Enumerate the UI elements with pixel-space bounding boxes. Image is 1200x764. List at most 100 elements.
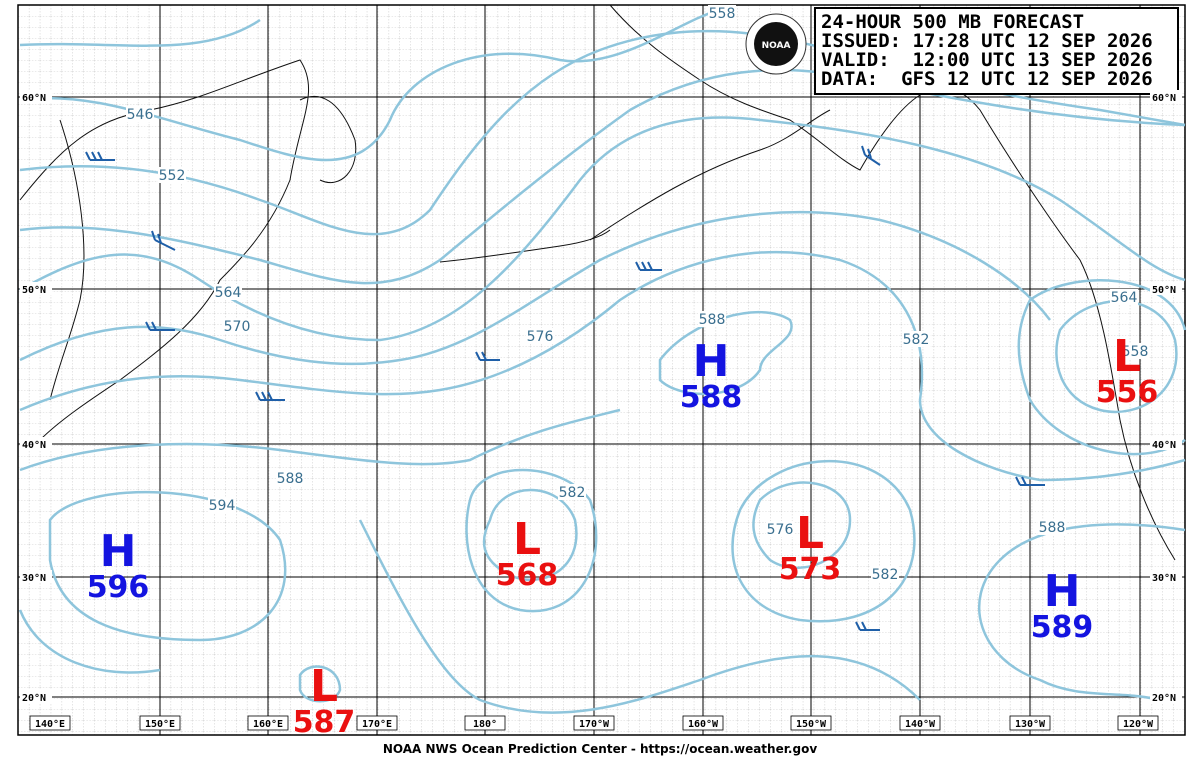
center-value: 568 [496,558,559,593]
latitude-label: 30°N [22,573,46,584]
map-frame [17,4,1186,736]
lat-label-bg [1150,437,1182,450]
lat-label-bg [20,437,52,450]
header-line: DATA: GFS 12 UTC 12 SEP 2026 [821,68,1153,90]
center-value: 573 [779,552,842,587]
lat-label-bg [20,570,52,583]
contour-label: 588 [277,471,304,487]
lon-label-bg [356,715,398,731]
footer: NOAA NWS Ocean Prediction Center - https… [383,742,817,756]
contour-label-bg [126,106,154,122]
center-value: 588 [680,380,743,415]
center-letter: L [513,514,541,565]
header-line: ISSUED: 17:28 UTC 12 SEP 2026 [821,30,1153,52]
lat-label-bg [20,282,52,295]
longitude-label: 140°W [905,719,936,730]
contour-label: 558 [709,6,736,22]
center-letter: L [796,508,824,559]
contour-label: 576 [527,329,554,345]
longitude-label: 140°E [35,719,65,730]
lat-label-bg [1150,570,1182,583]
contour-label: 588 [1039,520,1066,536]
latitude-label: 40°N [1152,440,1176,451]
lon-label-bg [1117,715,1159,731]
contour-label-bg [1121,343,1149,359]
lon-label-bg [682,715,724,731]
lon-label-bg [1009,715,1051,731]
latitude-label: 20°N [1152,693,1176,704]
contour-label-bg [698,311,726,327]
contour-label-bg [766,521,794,537]
header-line: VALID: 12:00 UTC 13 SEP 2026 [821,49,1153,71]
latitude-label: 50°N [22,285,46,296]
lat-label-bg [20,690,52,703]
wind-barbs [85,145,1045,631]
contour-label-bg [223,318,251,334]
contour-label-bg [558,484,586,500]
header-panel [814,7,1179,95]
latitude-label: 60°N [22,93,46,104]
header-box: NOAA [745,7,1179,95]
center-letter: H [100,526,137,577]
contour-label-bg [1038,519,1066,535]
contour-label: 564 [1111,290,1138,306]
longitude-label: 170°W [579,719,610,730]
contour-label: 582 [872,567,899,583]
contour-label-bg [214,284,242,300]
contour-label-bg [526,328,554,344]
lon-label-bg [464,715,506,731]
contour-label: 570 [224,319,251,335]
contour-label-bg [276,470,304,486]
lat-label-bg [20,90,52,103]
longitude-label: 170°E [362,719,392,730]
lat-label-bg [1150,90,1182,103]
header-line: 24-HOUR 500 MB FORECAST [821,11,1084,33]
contour-label: 558 [1122,344,1149,360]
contour-label: 582 [559,485,586,501]
lon-label-bg [573,715,615,731]
contour-label: 564 [215,285,242,301]
center-letter: L [310,661,338,712]
lat-label-bg [1150,690,1182,703]
latitude-label: 50°N [1152,285,1176,296]
center-value: 589 [1031,610,1094,645]
lon-label-bg [139,715,181,731]
contour-label: 546 [127,107,154,123]
contour-label: 576 [767,522,794,538]
longitude-label: 180° [473,719,497,730]
lon-label-bg [247,715,289,731]
latitude-label: 40°N [22,440,46,451]
contour-label-bg [1110,289,1138,305]
longitude-label: 150°W [796,719,827,730]
center-letter: H [693,336,730,387]
latitude-label: 30°N [1152,573,1176,584]
contour-label: 594 [209,498,236,514]
center-letter: L [1113,331,1141,382]
contour-label: 582 [903,332,930,348]
lat-label-bg [1150,282,1182,295]
center-value: 556 [1096,375,1159,410]
contour-label-bg [708,5,736,21]
longitude-label: 130°W [1015,719,1046,730]
center-value: 587 [293,705,356,740]
longitude-label: 120°W [1123,719,1154,730]
longitude-label: 160°E [253,719,283,730]
longitude-label: 150°E [145,719,175,730]
longitude-label: 160°W [688,719,719,730]
contour-label-bg [902,331,930,347]
contour-label-bg [208,497,236,513]
contour-label-bg [871,566,899,582]
lon-label-bg [899,715,941,731]
contour-label-bg [158,167,186,183]
center-letter: H [1044,566,1081,617]
contour-label: 552 [159,168,186,184]
lon-label-bg [790,715,832,731]
lon-label-bg [29,715,71,731]
center-value: 596 [87,570,150,605]
logo-disc [754,22,798,66]
latitude-label: 20°N [22,693,46,704]
contour-label: 588 [699,312,726,328]
latitude-label: 60°N [1152,93,1176,104]
logo-text: NOAA [762,41,791,51]
